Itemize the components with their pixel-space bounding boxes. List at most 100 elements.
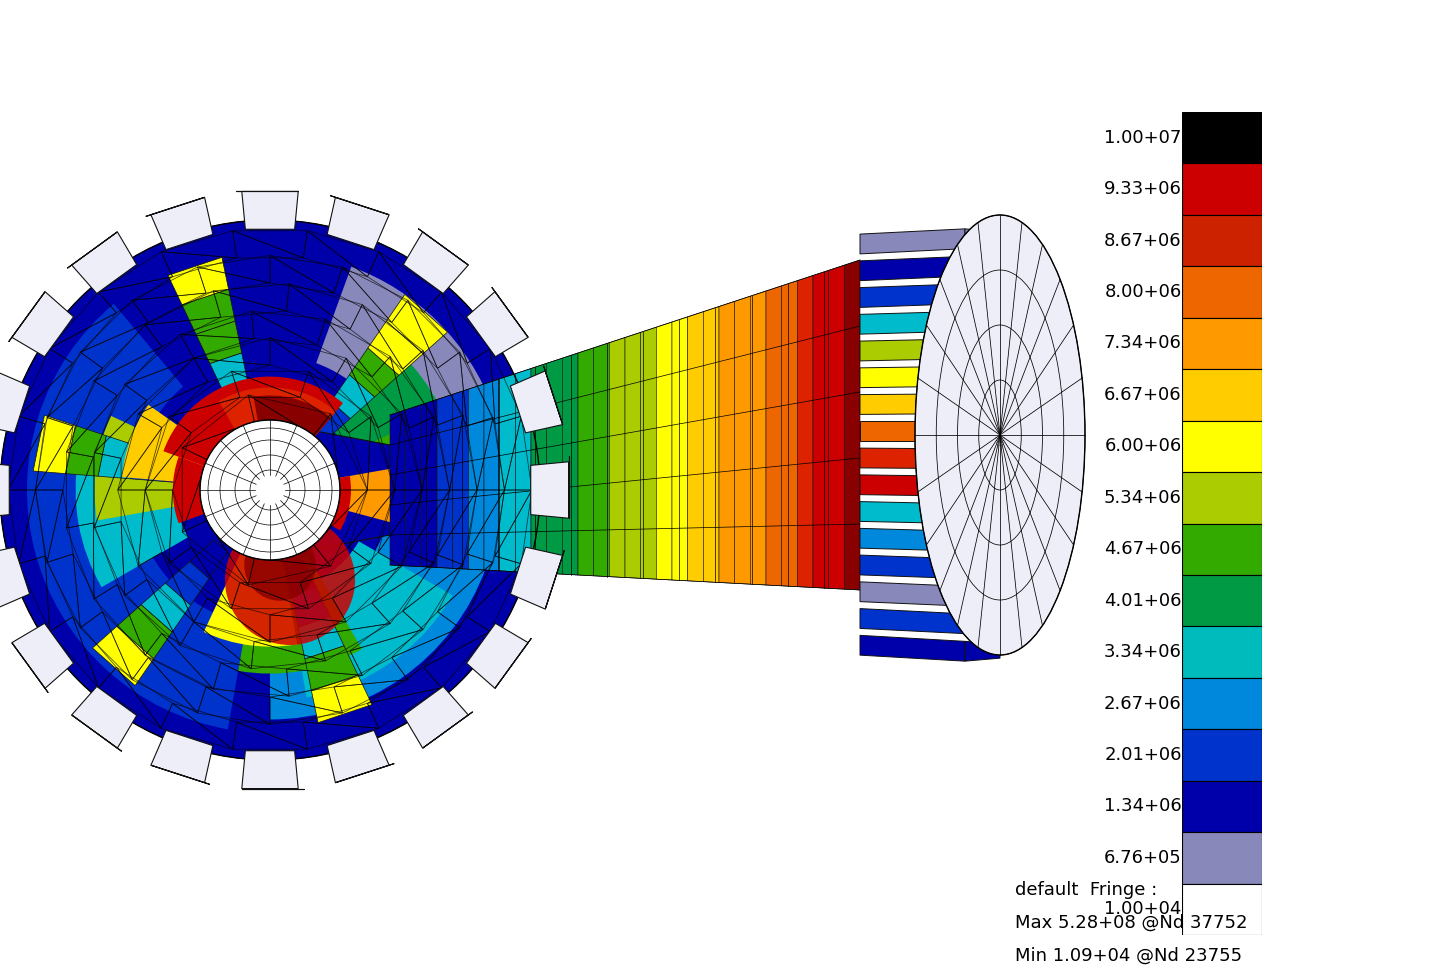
Polygon shape (687, 312, 703, 581)
Polygon shape (331, 196, 389, 214)
Text: 4.01+06: 4.01+06 (1105, 591, 1182, 610)
Polygon shape (310, 430, 390, 550)
Wedge shape (122, 405, 226, 485)
Text: Max 5.28+08 @Nd 37752: Max 5.28+08 @Nd 37752 (1015, 914, 1247, 931)
Wedge shape (173, 457, 249, 523)
Text: 1.00+04: 1.00+04 (1105, 900, 1182, 918)
Bar (1182, 883, 1262, 935)
Polygon shape (966, 422, 1000, 441)
Text: 4.67+06: 4.67+06 (1103, 541, 1182, 558)
Polygon shape (735, 296, 750, 584)
Bar (1182, 215, 1262, 266)
Polygon shape (33, 415, 75, 473)
Polygon shape (766, 285, 782, 585)
Bar (1182, 421, 1262, 472)
Polygon shape (467, 623, 528, 689)
Polygon shape (434, 504, 474, 554)
Polygon shape (860, 422, 966, 441)
Polygon shape (641, 327, 657, 580)
Polygon shape (492, 287, 528, 337)
Polygon shape (860, 581, 966, 606)
Polygon shape (12, 623, 74, 689)
Polygon shape (312, 675, 373, 723)
Wedge shape (164, 377, 342, 479)
Polygon shape (71, 687, 136, 748)
Polygon shape (183, 289, 235, 334)
Polygon shape (99, 435, 138, 479)
Text: 8.67+06: 8.67+06 (1103, 232, 1182, 249)
Polygon shape (341, 496, 377, 524)
Polygon shape (860, 528, 966, 551)
Text: 3.34+06: 3.34+06 (1103, 643, 1182, 661)
Polygon shape (609, 338, 625, 578)
Polygon shape (860, 229, 966, 254)
Polygon shape (165, 561, 209, 605)
Wedge shape (75, 456, 188, 587)
Polygon shape (93, 626, 154, 686)
Polygon shape (484, 379, 500, 571)
Wedge shape (318, 466, 410, 526)
Bar (1182, 318, 1262, 369)
Polygon shape (966, 532, 1000, 551)
Polygon shape (467, 291, 528, 356)
Polygon shape (130, 446, 168, 481)
Polygon shape (860, 635, 966, 661)
Polygon shape (860, 448, 966, 468)
Wedge shape (219, 388, 336, 469)
Wedge shape (287, 542, 452, 697)
Text: 2.01+06: 2.01+06 (1105, 746, 1182, 764)
Polygon shape (403, 232, 468, 293)
Polygon shape (304, 646, 358, 691)
Text: 8.00+06: 8.00+06 (1105, 283, 1182, 301)
Polygon shape (494, 638, 531, 689)
Polygon shape (196, 321, 242, 363)
Polygon shape (65, 426, 106, 476)
Polygon shape (966, 229, 1000, 248)
Wedge shape (29, 234, 315, 439)
Polygon shape (242, 751, 299, 789)
Polygon shape (860, 339, 966, 361)
Polygon shape (625, 332, 641, 579)
Polygon shape (860, 609, 966, 634)
Polygon shape (403, 687, 468, 748)
Polygon shape (162, 456, 199, 484)
Polygon shape (117, 605, 173, 658)
Polygon shape (403, 502, 442, 544)
Polygon shape (168, 257, 229, 305)
Wedge shape (94, 416, 202, 520)
Bar (1182, 266, 1262, 318)
Polygon shape (151, 198, 213, 249)
Wedge shape (28, 304, 247, 730)
Text: Min 1.09+04 @Nd 23755: Min 1.09+04 @Nd 23755 (1015, 947, 1243, 964)
Circle shape (0, 220, 539, 760)
Polygon shape (860, 283, 966, 308)
Polygon shape (966, 393, 1000, 414)
Text: 1.00+07: 1.00+07 (1105, 129, 1182, 147)
Polygon shape (468, 384, 484, 570)
Circle shape (225, 515, 355, 645)
Polygon shape (349, 348, 399, 396)
Circle shape (244, 529, 316, 601)
Polygon shape (190, 540, 228, 579)
Bar (1182, 524, 1262, 575)
Polygon shape (966, 339, 1000, 358)
Polygon shape (510, 547, 563, 609)
Text: 1.34+06: 1.34+06 (1103, 798, 1182, 815)
Polygon shape (418, 229, 468, 265)
Bar (1182, 112, 1262, 164)
Bar (1182, 781, 1262, 832)
Polygon shape (71, 715, 122, 751)
Polygon shape (0, 547, 29, 609)
Polygon shape (328, 730, 389, 783)
Bar (1182, 832, 1262, 883)
Polygon shape (544, 366, 563, 425)
Wedge shape (270, 532, 486, 720)
Polygon shape (0, 371, 29, 432)
Polygon shape (242, 192, 299, 229)
Polygon shape (464, 506, 507, 565)
Text: 9.33+06: 9.33+06 (1103, 180, 1182, 198)
Polygon shape (510, 371, 563, 432)
Polygon shape (860, 312, 966, 334)
Text: 7.34+06: 7.34+06 (1103, 334, 1182, 353)
Text: 6.67+06: 6.67+06 (1103, 386, 1182, 404)
